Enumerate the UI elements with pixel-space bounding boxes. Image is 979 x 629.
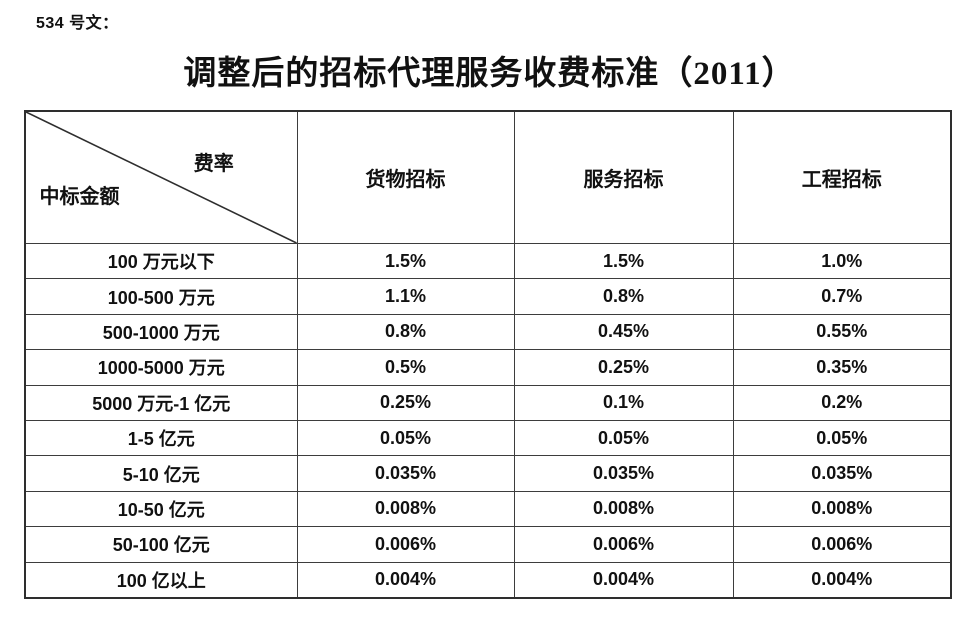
rate-value-cell: 0.8% <box>513 278 734 315</box>
column-header-service-tender: 服务招标 <box>513 110 734 244</box>
diagonal-cell-content: 费率 中标金额 <box>26 112 297 243</box>
table-row: 100 亿以上 0.004% 0.004% 0.004% <box>24 561 952 599</box>
rate-value-cell: 0.006% <box>513 526 734 563</box>
row-label-amount-range: 500-1000 万元 <box>24 313 298 351</box>
rate-value-cell: 0.5% <box>296 349 515 386</box>
row-label-amount-range: 100 万元以下 <box>24 242 298 280</box>
table-row: 5000 万元-1 亿元 0.25% 0.1% 0.2% <box>24 384 952 421</box>
row-label-amount-range: 1-5 亿元 <box>24 419 298 457</box>
header-row: 费率 中标金额 货物招标 服务招标 工程招标 <box>24 110 952 244</box>
rate-value-cell: 0.2% <box>732 384 952 421</box>
rate-value-cell: 0.035% <box>296 455 515 492</box>
row-label-amount-range: 5-10 亿元 <box>24 455 298 492</box>
row-label-amount-range: 1000-5000 万元 <box>24 349 298 386</box>
rate-value-cell: 0.1% <box>513 384 734 421</box>
rate-value-cell: 0.006% <box>296 526 515 563</box>
table-row: 100-500 万元 1.1% 0.8% 0.7% <box>24 278 952 315</box>
table-row: 10-50 亿元 0.008% 0.008% 0.008% <box>24 490 952 528</box>
rate-value-cell: 0.004% <box>513 561 734 599</box>
corner-label-bid-amount: 中标金额 <box>39 186 120 209</box>
rate-value-cell: 1.1% <box>296 278 515 315</box>
corner-label-rate: 费率 <box>193 153 234 176</box>
row-label-amount-range: 5000 万元-1 亿元 <box>24 384 298 421</box>
rate-value-cell: 0.008% <box>513 490 734 528</box>
rate-value-cell: 0.25% <box>513 349 734 386</box>
table-row: 1000-5000 万元 0.5% 0.25% 0.35% <box>24 349 952 386</box>
page-title: 调整后的招标代理服务收费标准（2011） <box>183 56 796 92</box>
rate-value-cell: 0.035% <box>513 455 734 492</box>
doc-number-label: 534 号文： <box>36 15 119 32</box>
rate-value-cell: 0.05% <box>296 419 515 457</box>
row-label-amount-range: 100-500 万元 <box>24 278 298 315</box>
diagonal-header-cell: 费率 中标金额 <box>24 110 298 244</box>
table-row: 500-1000 万元 0.8% 0.45% 0.55% <box>24 313 952 351</box>
table-row: 1-5 亿元 0.05% 0.05% 0.05% <box>24 419 952 457</box>
rate-value-cell: 0.25% <box>296 384 515 421</box>
row-label-amount-range: 50-100 亿元 <box>24 526 298 563</box>
rate-value-cell: 0.004% <box>296 561 515 599</box>
table-body: 100 万元以下 1.5% 1.5% 1.0% 100-500 万元 1.1% 0.8% 0.… <box>24 242 952 599</box>
column-header-engineering-tender: 工程招标 <box>732 110 952 244</box>
column-header-goods-tender: 货物招标 <box>296 110 515 244</box>
rate-value-cell: 0.55% <box>732 313 952 351</box>
row-label-amount-range: 100 亿以上 <box>24 561 298 599</box>
table-row: 50-100 亿元 0.006% 0.006% 0.006% <box>24 526 952 563</box>
rate-value-cell: 0.8% <box>296 313 515 351</box>
table-row: 100 万元以下 1.5% 1.5% 1.0% <box>24 242 952 280</box>
diagonal-line <box>26 112 297 243</box>
rate-value-cell: 0.006% <box>732 526 952 563</box>
rate-value-cell: 0.45% <box>513 313 734 351</box>
rate-value-cell: 0.035% <box>732 455 952 492</box>
table-row: 5-10 亿元 0.035% 0.035% 0.035% <box>24 455 952 492</box>
rate-value-cell: 0.7% <box>732 278 952 315</box>
fee-table: 费率 中标金额 货物招标 服务招标 工程招标 100 万元以下 1.5% 1.5% 1… <box>24 110 952 599</box>
rate-value-cell: 1.5% <box>513 242 734 280</box>
rate-value-cell: 0.05% <box>513 419 734 457</box>
rate-value-cell: 1.5% <box>296 242 515 280</box>
row-label-amount-range: 10-50 亿元 <box>24 490 298 528</box>
rate-value-cell: 1.0% <box>732 242 952 280</box>
rate-value-cell: 0.008% <box>296 490 515 528</box>
rate-value-cell: 0.05% <box>732 419 952 457</box>
rate-value-cell: 0.35% <box>732 349 952 386</box>
rate-value-cell: 0.004% <box>732 561 952 599</box>
rate-value-cell: 0.008% <box>732 490 952 528</box>
